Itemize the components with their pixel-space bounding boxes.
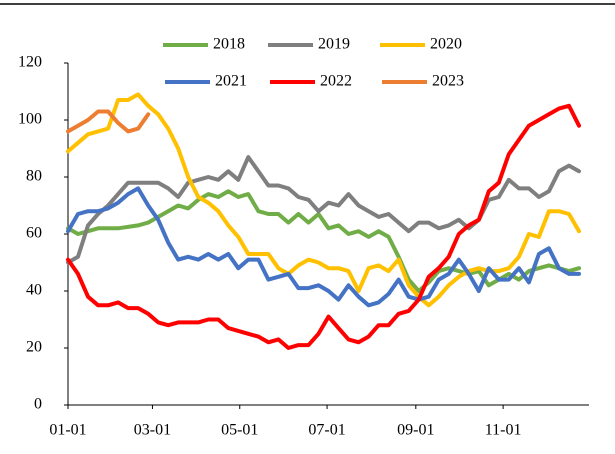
y-tick-label: 40 (26, 282, 42, 299)
legend-label: 2020 (430, 36, 462, 53)
series-line (66, 189, 581, 293)
y-tick-label: 80 (26, 168, 42, 185)
series-line (66, 103, 581, 350)
legend-label: 2021 (215, 73, 247, 90)
x-tick-label: 05-01 (221, 422, 258, 439)
y-tick-label: 100 (18, 111, 42, 128)
y-tick-label: 0 (34, 396, 42, 413)
series-line (66, 109, 151, 134)
legend-label: 2022 (320, 73, 352, 90)
series-line (66, 155, 581, 265)
x-tick-label: 11-01 (485, 422, 522, 439)
y-tick-label: 20 (26, 339, 42, 356)
legend-label: 2023 (432, 73, 464, 90)
y-tick-label: 120 (18, 54, 42, 71)
y-tick-label: 60 (26, 225, 42, 242)
x-tick-label: 07-01 (308, 422, 345, 439)
legend-label: 2019 (318, 36, 350, 53)
legend-label: 2018 (213, 36, 245, 53)
x-tick-label: 01-01 (49, 422, 86, 439)
x-tick-label: 03-01 (134, 422, 171, 439)
series-line (66, 186, 581, 308)
x-tick-label: 09-01 (397, 422, 434, 439)
